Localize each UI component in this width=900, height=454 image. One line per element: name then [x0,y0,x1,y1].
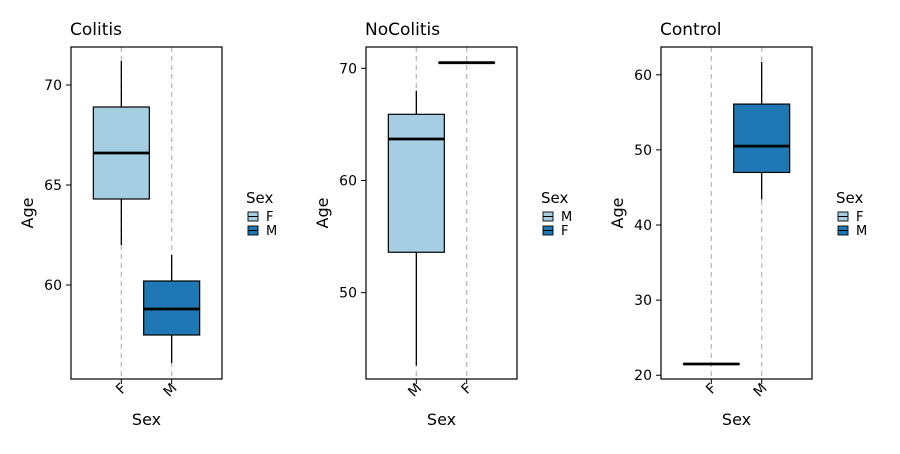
y-axis-title: Age [608,198,627,229]
box-f [93,61,149,245]
legend-title: Sex [836,189,863,207]
y-tick-label: 30 [634,293,652,309]
legend-item-label: F [856,210,863,225]
box-body [734,104,790,172]
panel-title: Colitis [70,20,122,40]
y-tick-label: 70 [339,61,357,77]
legend: Sex FM [246,189,277,239]
y-axis-title: Age [313,198,332,229]
y-tick-label: 60 [44,278,62,294]
y-tick-label: 60 [339,173,357,189]
legend-item-label: M [561,210,572,225]
legend-item-label: M [266,224,277,239]
legend-item-label: F [561,224,568,239]
y-tick-label: 65 [44,178,62,194]
y-tick-label: 40 [634,218,652,234]
x-tick-label: M [161,381,181,401]
box-m [144,255,200,363]
y-tick-label: 50 [339,286,357,302]
x-axis-title: Sex [427,410,456,429]
legend: Sex MF [541,189,572,239]
y-tick-label: 60 [634,68,652,84]
x-axis-title: Sex [132,410,161,429]
legend-title: Sex [246,189,273,207]
y-tick-label: 50 [634,143,652,159]
legend-item-label: M [856,224,867,239]
box-body [388,114,444,252]
legend-item-label: F [266,210,273,225]
box-m [734,62,790,199]
panel-title: NoColitis [365,20,440,40]
box-m [388,91,444,366]
y-tick-label: 70 [44,78,62,94]
x-tick-label: M [751,381,771,401]
x-axis-title: Sex [722,410,751,429]
legend: Sex FM [836,189,867,239]
panel-border [661,47,812,379]
y-axis-title: Age [18,198,37,229]
legend-title: Sex [541,189,568,207]
x-tick-label: M [405,381,425,401]
panel-title: Control [660,20,721,40]
y-tick-label: 20 [634,368,652,384]
